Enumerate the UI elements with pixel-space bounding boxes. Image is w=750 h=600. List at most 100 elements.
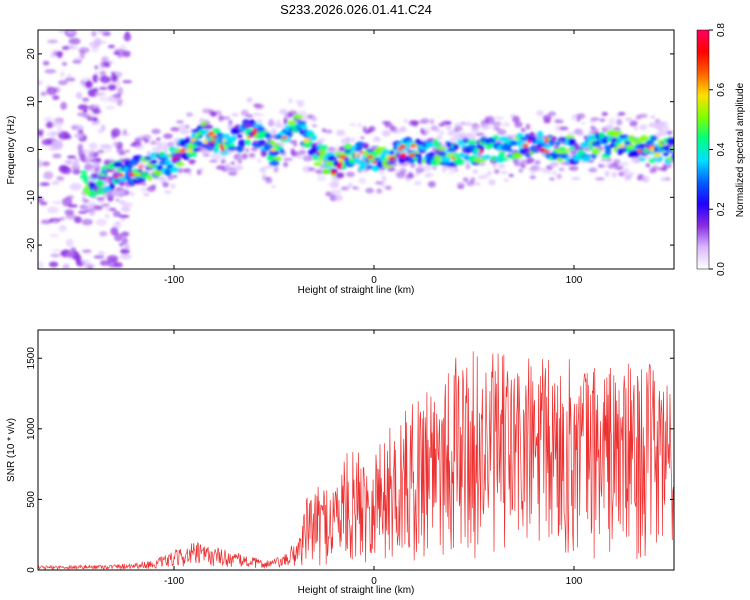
heatmap-cell [300,102,305,107]
heatmap-cell [271,184,276,189]
heatmap-cell [69,182,82,191]
heatmap-cell [255,119,263,123]
snr-ytick-label: 1000 [26,417,37,440]
heatmap-cell [302,165,312,173]
heatmap-cell [96,30,107,34]
heatmap-cell [457,138,463,146]
heatmap-cell [120,190,130,195]
spectrogram-ytick-label: 10 [26,96,37,108]
heatmap-cell [648,122,658,128]
heatmap-cell [480,154,492,160]
heatmap-cell [483,122,491,130]
heatmap-cell [406,173,415,179]
heatmap-cell [542,114,552,121]
heatmap-cell [321,128,327,133]
heatmap-cell [643,148,649,154]
heatmap-cell [46,86,57,96]
heatmap-cell [403,118,408,124]
heatmap-cell [61,61,68,66]
heatmap-cell [163,133,173,139]
heatmap-cell [98,86,108,91]
heatmap-cell [660,176,665,182]
heatmap-cell [465,163,471,170]
heatmap-cell [104,149,112,153]
heatmap-cell [156,137,161,141]
heatmap-cell [124,243,131,250]
heatmap-cell [399,167,407,175]
heatmap-cell [671,153,674,161]
heatmap-cell [425,142,435,148]
heatmap-cell [581,155,591,162]
colorbar-tick-label: 0.4 [716,142,727,156]
heatmap-cell [187,159,197,164]
heatmap-cell [114,48,125,54]
heatmap-cell [186,148,193,153]
heatmap-cell [303,137,310,143]
heatmap-cell [325,159,335,167]
heatmap-cell [99,61,105,70]
heatmap-cell [60,101,68,110]
heatmap-cell [58,164,69,174]
heatmap-cell [645,163,651,168]
heatmap-cell [663,177,671,181]
heatmap-cell [150,140,158,145]
heatmap-cell [416,156,424,165]
heatmap-cell [145,134,153,140]
heatmap-cell [137,178,147,182]
heatmap-cell [47,39,59,44]
heatmap-cell [359,150,364,154]
heatmap-cell [399,152,407,159]
heatmap-cell [119,173,124,178]
heatmap-cell [42,60,50,66]
heatmap-cell [516,133,524,138]
heatmap-cell [120,132,132,137]
heatmap-cell [396,147,403,152]
heatmap-cell [112,141,118,147]
heatmap-cell [192,147,200,152]
heatmap-cell [288,140,298,144]
heatmap-cell [433,127,441,133]
heatmap-cell [487,170,492,175]
heatmap-cell [64,209,75,216]
heatmap-cell [292,114,304,120]
heatmap-cell [220,159,226,164]
heatmap-cell [399,145,407,149]
heatmap-cell [107,84,117,91]
heatmap-cell [508,173,514,178]
snr-xtick-label: 100 [566,576,583,587]
heatmap-cell [297,120,307,125]
heatmap-cell [250,147,258,152]
heatmap-cell [559,126,569,131]
heatmap-cell [365,187,374,194]
heatmap-cell [84,204,93,210]
heatmap-cell [273,166,279,173]
heatmap-cell [395,151,401,159]
heatmap-cell [526,157,535,164]
heatmap-cell [590,117,600,122]
heatmap-cell [317,174,327,182]
heatmap-cell [520,127,526,133]
heatmap-cell [553,145,560,150]
heatmap-cell [551,170,558,176]
heatmap-cell [325,191,333,197]
heatmap-cell [109,183,115,190]
heatmap-cell [334,194,343,202]
heatmap-cell [580,121,586,126]
heatmap-cell [336,189,341,195]
heatmap-cell [94,65,99,70]
heatmap-cell [207,131,212,137]
heatmap-cell [423,127,431,135]
heatmap-cell [357,122,363,128]
heatmap-cell [57,126,63,136]
heatmap-cell [264,132,272,139]
heatmap-cell [410,120,421,125]
heatmap-cell [618,144,626,148]
heatmap-cell [149,152,159,159]
heatmap-cell [386,154,390,160]
heatmap-cell [534,159,541,164]
heatmap-cell [623,168,630,173]
heatmap-cell [448,170,455,174]
heatmap-cell [49,233,60,238]
heatmap-cell [39,182,50,187]
